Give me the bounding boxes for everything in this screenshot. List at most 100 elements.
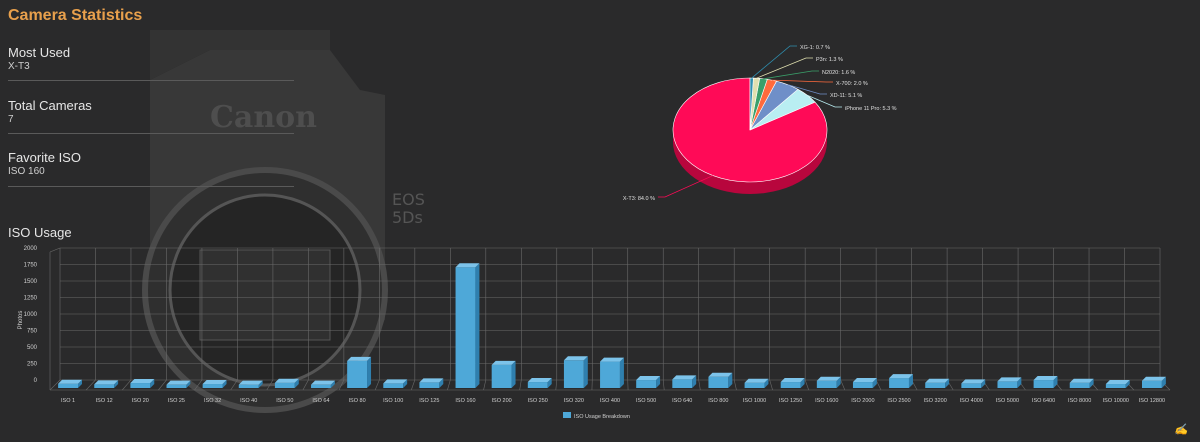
y-axis-label: Photos — [18, 311, 24, 330]
iso-bar — [1069, 382, 1090, 388]
floor-line — [804, 379, 809, 391]
pie-label-connector — [751, 45, 797, 79]
iso-bar-side — [222, 380, 227, 388]
iso-bar-side — [258, 380, 263, 388]
iso-bar-top — [925, 378, 950, 383]
floor-line — [158, 379, 167, 391]
iso-bar-top — [708, 372, 733, 377]
stat-label: Favorite ISO — [8, 150, 81, 165]
legend-label: ISO Usage Breakdown — [574, 414, 630, 420]
iso-bar-side — [186, 380, 191, 388]
iso-usage-bar-chart[interactable]: 0 250 500 750 1000 1250 1500 1750 2000 Photos ISO … — [0, 240, 1200, 430]
iso-bar-side — [1017, 377, 1022, 388]
iso-bar — [311, 384, 331, 388]
iso-bar-top — [455, 263, 480, 268]
y-tick-label: 2000 — [24, 246, 38, 252]
iso-bar — [816, 380, 837, 388]
floor-line — [411, 379, 416, 391]
iso-bar — [852, 382, 873, 388]
x-tick-label: ISO 200 — [492, 398, 512, 404]
iso-bar — [491, 364, 512, 388]
iso-bar — [94, 384, 115, 388]
iso-bar-top — [383, 379, 408, 384]
iso-bar-side — [547, 378, 552, 388]
floor-line — [266, 379, 274, 391]
pie-slice-label: iPhone 11 Pro: 5.3 % — [845, 106, 897, 112]
iso-bar-side — [764, 378, 769, 388]
pie-label-connector — [771, 79, 833, 83]
iso-bar-top — [816, 376, 841, 381]
y-tick-label: 1750 — [24, 263, 38, 269]
x-tick-label: ISO 100 — [383, 398, 403, 404]
iso-bar-side — [403, 379, 408, 388]
stat-label: Total Cameras — [8, 98, 92, 113]
iso-bar-top — [636, 376, 661, 381]
iso-bar-side — [619, 357, 624, 388]
x-tick-label: ISO 800 — [708, 398, 728, 404]
x-tick-label: ISO 640 — [672, 398, 692, 404]
iso-bar-top — [780, 378, 805, 383]
stat-value: ISO 160 — [8, 166, 45, 177]
floor-line — [698, 379, 701, 391]
x-tick-label: ISO 80 — [349, 398, 366, 404]
iso-bar — [202, 384, 223, 388]
iso-bar-top — [1142, 376, 1166, 381]
pie-slice-label: XG-1: 0.7 % — [800, 45, 830, 51]
x-tick-label: ISO 40 — [240, 398, 257, 404]
iso-bar-top — [130, 379, 155, 384]
iso-bar — [961, 383, 982, 388]
iso-usage-heading: ISO Usage — [8, 225, 72, 240]
legend-swatch — [563, 412, 571, 418]
iso-bar-side — [475, 263, 480, 388]
pie-slice-label: N2020: 1.6 % — [822, 70, 855, 76]
x-tick-label: ISO 1600 — [815, 398, 838, 404]
x-tick-label: ISO 32 — [204, 398, 221, 404]
iso-bar-side — [583, 356, 588, 388]
y-tick-label: 1000 — [24, 312, 38, 318]
camera-share-pie-chart[interactable]: X-T3: 84.0 % iPhone 11 Pro: 5.3 % XD-11: 5… — [600, 40, 940, 215]
iso-bar-top — [347, 356, 372, 361]
iso-bar-top — [672, 375, 697, 380]
iso-bar-top — [563, 356, 588, 361]
side-wall-edge — [49, 247, 61, 253]
iso-bar — [1105, 384, 1126, 388]
pie-label-connector — [658, 175, 714, 198]
x-tick-label: ISO 125 — [419, 398, 439, 404]
pie-slice-label: XD-11: 5.1 % — [830, 93, 862, 99]
floor-line — [374, 379, 380, 391]
iso-bar — [889, 378, 909, 388]
iso-bar-top — [889, 374, 913, 379]
iso-bar — [455, 267, 476, 388]
iso-bar-top — [1105, 380, 1130, 385]
iso-bar-side — [367, 356, 372, 388]
iso-bar — [1033, 380, 1054, 388]
iso-bar — [997, 381, 1018, 388]
x-tick-label: ISO 5000 — [996, 398, 1019, 404]
iso-bar-side — [728, 372, 733, 388]
pie-slice-label: X-700: 2.0 % — [836, 81, 868, 87]
x-tick-label: ISO 25 — [168, 398, 185, 404]
iso-bar-side — [1053, 376, 1058, 388]
iso-bar-top — [202, 380, 227, 385]
iso-bar-side — [78, 379, 82, 388]
floor-line — [840, 379, 846, 391]
iso-bar — [383, 383, 404, 388]
x-tick-label: ISO 10000 — [1103, 398, 1129, 404]
iso-bar-side — [114, 380, 119, 388]
x-tick-label: ISO 320 — [564, 398, 584, 404]
y-tick-label: 250 — [27, 362, 38, 368]
iso-bar-top — [600, 357, 624, 362]
iso-bar-side — [908, 374, 913, 388]
iso-bar — [527, 382, 548, 388]
iso-bar-top — [94, 380, 119, 385]
iso-bar-top — [491, 360, 516, 365]
stat-favorite-iso: Favorite ISO ISO 160 — [8, 150, 294, 187]
iso-bar-top — [997, 377, 1022, 382]
floor-line — [85, 379, 96, 391]
x-tick-label: ISO 50 — [276, 398, 293, 404]
iso-bar-side — [872, 378, 877, 388]
iso-bar — [58, 383, 78, 388]
iso-bar-side — [981, 379, 986, 388]
iso-bar-side — [1161, 376, 1166, 388]
floor-line — [49, 379, 61, 391]
